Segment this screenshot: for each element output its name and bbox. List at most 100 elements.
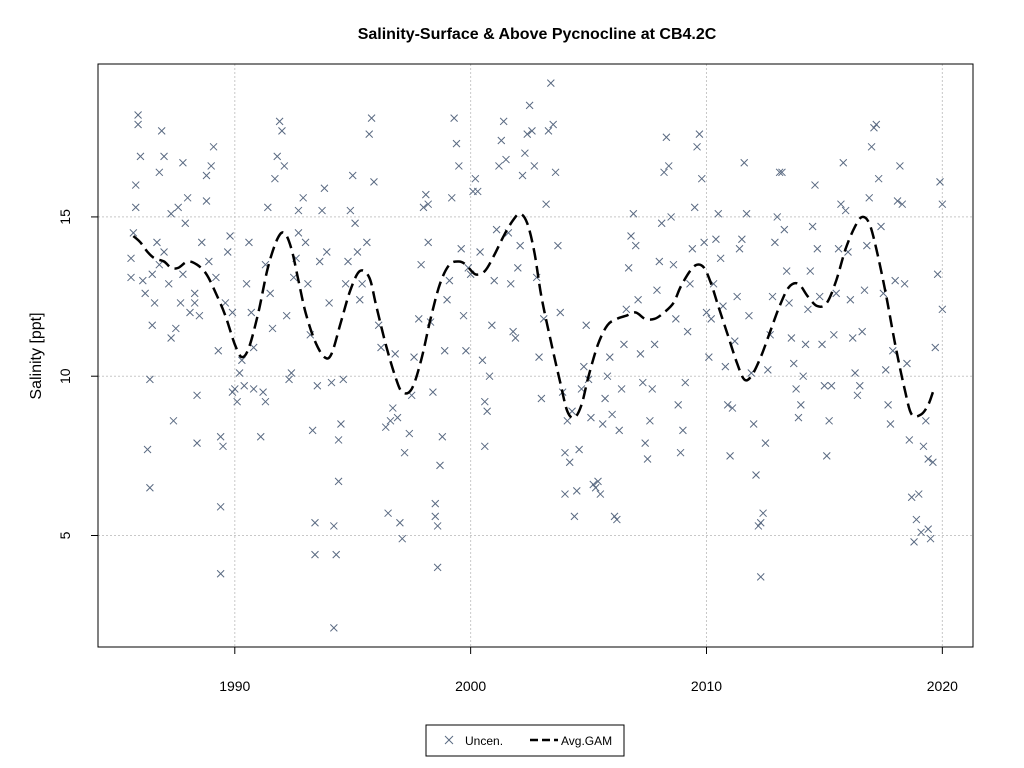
data-point	[900, 279, 909, 288]
data-point	[837, 200, 845, 209]
y-tick-label: 15	[57, 209, 73, 225]
data-point	[799, 372, 808, 381]
data-point	[219, 442, 227, 451]
data-point	[216, 432, 225, 441]
data-point	[735, 244, 744, 253]
data-point	[933, 270, 942, 279]
data-point	[556, 308, 565, 317]
data-point	[440, 346, 449, 355]
data-point	[179, 158, 187, 167]
data-point	[582, 321, 591, 330]
data-point	[367, 114, 376, 123]
data-point	[308, 426, 317, 435]
data-point	[155, 168, 164, 177]
data-point	[789, 359, 798, 368]
data-point	[169, 416, 178, 425]
data-point	[610, 512, 619, 521]
data-point	[266, 289, 275, 298]
data-point	[476, 248, 484, 256]
data-point	[171, 324, 180, 333]
data-point	[311, 518, 319, 527]
data-point	[657, 219, 666, 228]
legend-box	[425, 724, 625, 757]
data-point	[523, 130, 532, 138]
data-point	[313, 381, 322, 390]
data-point	[235, 369, 244, 377]
data-point	[174, 203, 183, 212]
data-point	[782, 267, 791, 275]
data-point	[768, 292, 777, 301]
data-point	[311, 550, 319, 559]
data-point	[707, 315, 716, 323]
data-point	[495, 162, 503, 170]
data-point	[811, 181, 819, 189]
data-point	[726, 451, 734, 460]
data-point	[761, 439, 770, 447]
data-point	[542, 200, 550, 209]
data-point	[315, 257, 324, 266]
data-point	[914, 490, 923, 498]
data-point	[863, 241, 871, 250]
data-point	[502, 155, 510, 164]
data-point	[771, 238, 779, 247]
data-point	[141, 289, 150, 298]
data-point	[153, 238, 161, 247]
data-point	[351, 219, 359, 228]
data-point	[888, 346, 897, 355]
data-point	[424, 200, 433, 209]
data-point	[565, 458, 574, 467]
data-point	[148, 321, 157, 330]
data-point	[396, 518, 404, 527]
data-point	[846, 295, 855, 304]
data-point	[787, 334, 796, 342]
data-point	[327, 378, 336, 387]
data-point	[285, 375, 293, 384]
data-point	[129, 228, 138, 237]
data-point	[579, 362, 588, 371]
data-point	[740, 158, 749, 167]
data-point	[282, 311, 291, 320]
data-point	[681, 378, 690, 387]
data-point	[521, 149, 529, 158]
data-point	[662, 133, 671, 142]
data-point	[393, 413, 402, 422]
data-point	[150, 299, 159, 307]
data-point	[212, 273, 220, 282]
gam-line	[132, 212, 935, 420]
data-point	[339, 375, 348, 384]
data-point	[287, 369, 296, 377]
legend: Uncen. Avg.GAM	[425, 724, 625, 757]
data-point	[391, 350, 400, 358]
data-point	[712, 235, 720, 244]
gam-curve	[132, 212, 935, 420]
data-point	[938, 305, 947, 314]
data-point	[193, 391, 201, 400]
data-point	[648, 385, 657, 393]
data-point	[190, 289, 199, 298]
data-point	[271, 174, 279, 183]
data-point	[233, 397, 242, 406]
data-point	[641, 439, 650, 447]
data-point	[697, 174, 706, 183]
data-point	[877, 222, 885, 231]
data-point	[431, 499, 440, 508]
data-point	[587, 413, 595, 422]
data-point	[204, 257, 213, 266]
data-point	[702, 308, 711, 317]
data-point	[613, 515, 621, 524]
data-point	[808, 222, 817, 231]
data-point	[804, 305, 812, 314]
data-point	[348, 171, 357, 180]
data-point	[518, 171, 527, 180]
data-point	[183, 193, 192, 202]
legend-uncen-marker	[444, 735, 454, 745]
data-point	[146, 375, 154, 384]
data-point	[907, 493, 916, 502]
data-point	[509, 327, 517, 336]
data-point	[160, 152, 168, 161]
data-point	[620, 340, 628, 349]
data-point	[535, 353, 543, 361]
data-point	[832, 289, 841, 298]
data-point	[301, 238, 310, 247]
